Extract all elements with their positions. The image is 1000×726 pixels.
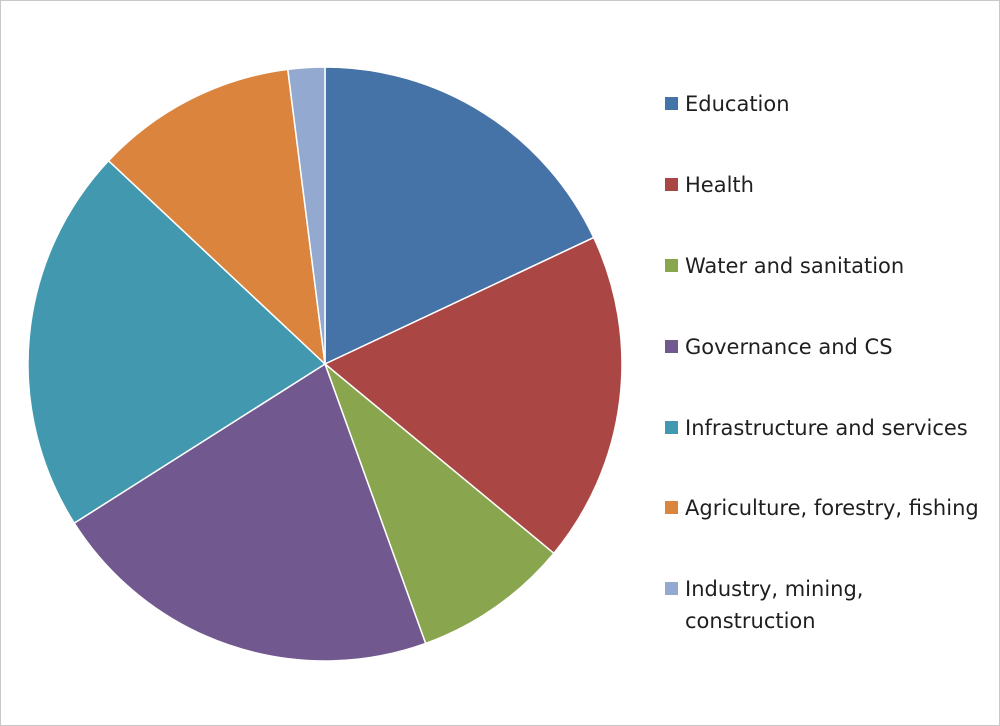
legend-swatch-infrastructure-and-services	[665, 421, 678, 434]
legend-swatch-governance-and-cs	[665, 340, 678, 353]
legend-label-governance-and-cs: Governance and CS	[685, 335, 893, 359]
pie-slice-water-and-sanitation	[323, 361, 555, 645]
legend-item-health: Health	[665, 169, 985, 201]
legend-swatch-education	[665, 97, 678, 110]
pie-slice-education	[324, 66, 595, 366]
pie-slice-industry-mining-construction	[286, 66, 326, 365]
pie-slice-infrastructure-and-services	[27, 159, 327, 525]
legend-swatch-water-and-sanitation	[665, 259, 678, 272]
legend-label-industry-mining-construction: Industry, mining, construction	[685, 577, 864, 633]
pie-slice-governance-and-cs	[73, 362, 427, 662]
legend-item-water-and-sanitation: Water and sanitation	[665, 250, 985, 282]
pie-slice-health	[323, 236, 623, 555]
legend-item-infrastructure-and-services: Infrastructure and services	[665, 412, 985, 444]
legend-item-education: Education	[665, 88, 985, 120]
legend-swatch-agriculture-forestry-fishing	[665, 501, 678, 514]
legend-label-infrastructure-and-services: Infrastructure and services	[685, 416, 968, 440]
legend-item-governance-and-cs: Governance and CS	[665, 331, 985, 363]
legend-label-water-and-sanitation: Water and sanitation	[685, 254, 905, 278]
legend-swatch-industry-mining-construction	[665, 582, 678, 595]
legend-item-industry-mining-construction: Industry, mining, construction	[665, 573, 985, 637]
pie-slice-agriculture-forestry-fishing	[107, 68, 327, 366]
legend-label-agriculture-forestry-fishing: Agriculture, forestry, fishing	[685, 496, 979, 520]
legend-swatch-health	[665, 178, 678, 191]
legend-item-agriculture-forestry-fishing: Agriculture, forestry, fishing	[665, 492, 985, 524]
legend-label-health: Health	[685, 173, 754, 197]
legend-label-education: Education	[685, 92, 790, 116]
